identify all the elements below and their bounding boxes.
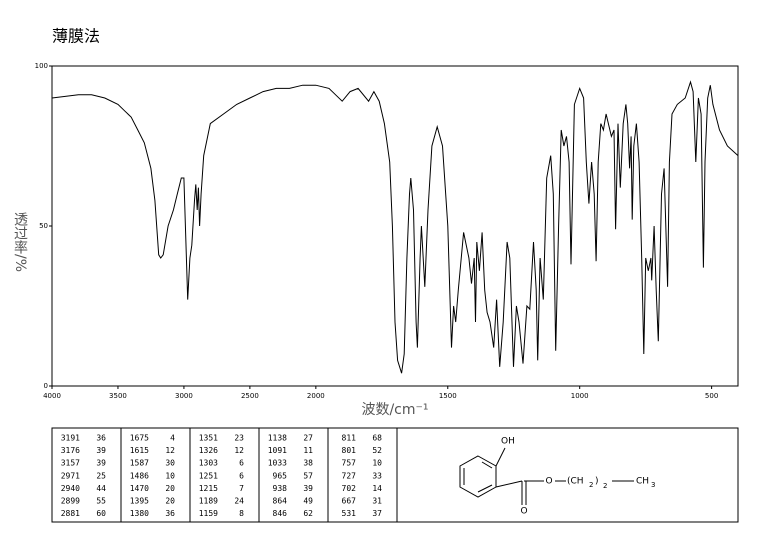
x-tick-label: 1500 <box>439 392 457 400</box>
peak-transmittance: 57 <box>303 471 313 480</box>
peak-wavenumber: 1159 <box>199 509 218 518</box>
peak-wavenumber: 702 <box>342 484 357 493</box>
struct-label: 2 <box>603 482 607 490</box>
struct-label: 3 <box>651 481 655 489</box>
peak-transmittance: 30 <box>165 459 175 468</box>
peak-transmittance: 6 <box>239 471 244 480</box>
peak-wavenumber: 3157 <box>61 459 80 468</box>
peak-transmittance: 31 <box>372 497 382 506</box>
peak-wavenumber: 3176 <box>61 446 80 455</box>
x-tick-label: 2000 <box>307 392 325 400</box>
peak-wavenumber: 757 <box>342 459 357 468</box>
structure-bonds <box>459 447 634 505</box>
peak-transmittance: 60 <box>96 509 106 518</box>
peak-wavenumber: 2881 <box>61 509 80 518</box>
peak-wavenumber: 1189 <box>199 497 218 506</box>
struct-label: CH <box>636 477 649 487</box>
peak-transmittance: 12 <box>165 446 175 455</box>
struct-label: (CH <box>567 477 584 487</box>
peak-wavenumber: 938 <box>273 484 288 493</box>
peak-wavenumber: 811 <box>342 434 357 443</box>
peak-wavenumber: 1470 <box>130 484 149 493</box>
peak-transmittance: 62 <box>303 509 313 518</box>
struct-label: O <box>520 507 527 517</box>
peak-wavenumber: 1138 <box>268 434 287 443</box>
peak-wavenumber: 1215 <box>199 484 218 493</box>
peak-wavenumber: 531 <box>342 509 357 518</box>
peak-transmittance: 39 <box>96 459 106 468</box>
peak-wavenumber: 864 <box>273 497 288 506</box>
peak-transmittance: 55 <box>96 497 106 506</box>
peak-wavenumber: 1091 <box>268 446 287 455</box>
peak-transmittance: 38 <box>303 459 313 468</box>
peak-transmittance: 68 <box>372 434 382 443</box>
peak-transmittance: 14 <box>372 484 382 493</box>
peak-transmittance: 33 <box>372 471 382 480</box>
table-dividers <box>120 428 398 522</box>
peak-wavenumber: 2940 <box>61 484 80 493</box>
y-tick-label: 100 <box>35 62 48 70</box>
peak-transmittance: 39 <box>96 446 106 455</box>
struct-label: O <box>545 477 552 487</box>
peak-transmittance: 39 <box>303 484 313 493</box>
peak-transmittance: 36 <box>165 509 175 518</box>
x-tick-label: 2500 <box>241 392 259 400</box>
peak-wavenumber: 1675 <box>130 434 149 443</box>
peak-transmittance: 6 <box>239 459 244 468</box>
spectrum-line <box>51 80 739 374</box>
peak-transmittance: 20 <box>165 497 175 506</box>
x-tick-label: 3000 <box>175 392 193 400</box>
peak-wavenumber: 1587 <box>130 459 149 468</box>
peak-wavenumber: 727 <box>342 471 357 480</box>
peak-wavenumber: 2899 <box>61 497 80 506</box>
y-tick-label: 0 <box>44 382 48 390</box>
peak-wavenumber: 1251 <box>199 471 218 480</box>
peak-transmittance: 23 <box>234 434 244 443</box>
peak-wavenumber: 1326 <box>199 446 218 455</box>
peak-transmittance: 12 <box>234 446 244 455</box>
peak-wavenumber: 1395 <box>130 497 149 506</box>
x-tick-label: 4000 <box>43 392 61 400</box>
peak-transmittance: 11 <box>303 446 313 455</box>
peak-transmittance: 8 <box>239 509 244 518</box>
peak-transmittance: 4 <box>170 434 175 443</box>
x-axis-label: 波数/cm⁻¹ <box>361 402 428 418</box>
struct-label: OH <box>501 437 515 447</box>
y-tick-label: 50 <box>39 222 48 230</box>
x-tick-label: 3500 <box>109 392 127 400</box>
peak-transmittance: 20 <box>165 484 175 493</box>
peak-transmittance: 10 <box>372 459 382 468</box>
peak-wavenumber: 965 <box>273 471 288 480</box>
peak-transmittance: 25 <box>96 471 106 480</box>
peak-wavenumber: 1615 <box>130 446 149 455</box>
plot-frame <box>51 65 739 387</box>
peak-transmittance: 44 <box>96 484 106 493</box>
peak-transmittance: 49 <box>303 497 313 506</box>
peak-wavenumber: 846 <box>273 509 288 518</box>
peak-wavenumber: 1303 <box>199 459 218 468</box>
peak-transmittance: 10 <box>165 471 175 480</box>
peak-transmittance: 27 <box>303 434 313 443</box>
peak-wavenumber: 1486 <box>130 471 149 480</box>
peak-transmittance: 36 <box>96 434 106 443</box>
table-frame <box>51 427 739 523</box>
peak-transmittance: 52 <box>372 446 382 455</box>
struct-label: 2 <box>589 481 593 489</box>
x-tick-label: 1000 <box>571 392 589 400</box>
peak-wavenumber: 3191 <box>61 434 80 443</box>
peak-wavenumber: 1380 <box>130 509 149 518</box>
peak-wavenumber: 1351 <box>199 434 218 443</box>
peak-transmittance: 37 <box>372 509 382 518</box>
struct-label: ) <box>595 477 599 487</box>
peak-wavenumber: 2971 <box>61 471 80 480</box>
y-axis-label: 透过率/% <box>12 212 28 272</box>
peak-transmittance: 24 <box>234 497 244 506</box>
chart-title: 薄膜法 <box>52 27 100 46</box>
peak-wavenumber: 1033 <box>268 459 287 468</box>
peak-wavenumber: 801 <box>342 446 357 455</box>
peak-transmittance: 7 <box>239 484 244 493</box>
peak-wavenumber: 667 <box>342 497 357 506</box>
x-tick-label: 500 <box>705 392 718 400</box>
